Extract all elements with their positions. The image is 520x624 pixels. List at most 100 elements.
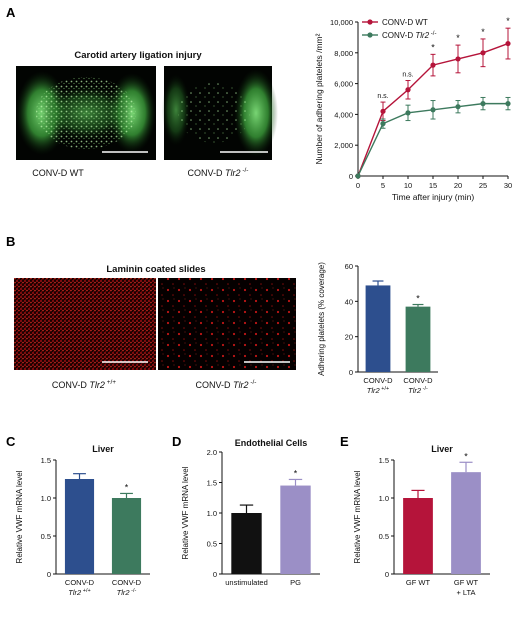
y-axis-label: Relative VWF mRNA level (353, 470, 362, 563)
bar-chart-b: 0 20 40 60 Adhering platelets (% coverage) CO… (317, 262, 438, 395)
x-tick-label: 15 (429, 181, 437, 190)
significance-label: * (431, 42, 435, 52)
y-tick-label: 0 (47, 570, 51, 579)
data-point (480, 50, 486, 56)
significance-label: * (481, 27, 485, 37)
bar-chart-d: 0 0.5 1.0 1.5 2.0 Relative VWF mRNA level Endo… (181, 438, 320, 587)
data-point (505, 40, 511, 47)
category-gene: Tlr2 (367, 386, 381, 395)
category-genotype: -/- (130, 588, 137, 594)
panel-label-b: B (6, 234, 15, 249)
legend-label-wt: CONV-D WT (382, 18, 428, 27)
micrograph-b-tlr2-ko (158, 278, 296, 370)
category-genotype: -/- (421, 386, 428, 392)
category-label-gene: Tlr2 -/- (408, 386, 428, 395)
bar (405, 306, 431, 372)
significance-label: * (506, 16, 510, 26)
category-label: GF WT (454, 578, 479, 587)
x-tick-label: 0 (356, 181, 360, 190)
data-point (355, 173, 361, 179)
y-tick-label: 1.5 (41, 456, 51, 465)
y-tick-label: 0.5 (41, 532, 51, 541)
image-title-b: Laminin coated slides (106, 264, 205, 275)
legend-label-tlr2: CONV-D Tlr2 -/- (382, 31, 436, 40)
significance-label: * (464, 451, 468, 461)
category-genotype: +/+ (380, 386, 389, 392)
bar-chart-e: 0 0.5 1.0 1.5 Relative VWF mRNA level Liver GF… (353, 444, 490, 597)
category-label: CONV-D (65, 578, 95, 587)
y-tick-label: 1.0 (41, 494, 51, 503)
y-tick-label: 4,000 (334, 110, 353, 119)
y-tick-label: 1.5 (207, 479, 217, 488)
y-tick-label: 2,000 (334, 141, 353, 150)
category-label: unstimulated (225, 578, 268, 587)
caption-b-wt: CONV-D Tlr2 +/+ (52, 379, 116, 390)
y-axis-label: Number of adhering platelets /mm² (314, 33, 324, 164)
data-point (505, 101, 511, 107)
bar (451, 472, 481, 574)
category-label-gene: Tlr2 +/+ (367, 386, 389, 395)
data-point (430, 62, 436, 68)
significance-label: n.s. (377, 93, 388, 100)
category-label-gene: Tlr2 +/+ (68, 588, 90, 597)
y-tick-label: 2.0 (207, 448, 217, 457)
data-point (455, 104, 461, 110)
legend-label-base: CONV-D (382, 31, 415, 40)
x-tick-label: 10 (404, 181, 412, 190)
bar (365, 285, 391, 372)
micrograph-a-wt (16, 66, 156, 160)
significance-label: * (456, 33, 460, 43)
y-tick-label: 6,000 (334, 80, 353, 89)
category-label: + LTA (456, 588, 475, 597)
legend-marker (367, 19, 373, 25)
data-point (380, 121, 386, 127)
legend-marker (367, 32, 373, 38)
significance-label: * (125, 482, 129, 492)
category-genotype: +/+ (81, 588, 90, 594)
y-tick-label: 0 (385, 570, 389, 579)
y-axis-label: Adhering platelets (% coverage) (317, 262, 326, 376)
caption-b-ko: CONV-D Tlr2 -/- (196, 379, 257, 390)
category-gene: Tlr2 (408, 386, 422, 395)
y-tick-label: 10,000 (330, 18, 353, 27)
significance-label: * (294, 468, 298, 478)
significance-label: n.s. (402, 72, 413, 79)
y-tick-label: 40 (345, 297, 353, 306)
panel-label-a: A (6, 5, 16, 20)
y-tick-label: 0 (349, 368, 353, 377)
micrograph-b-tlr2-wt (14, 278, 156, 370)
category-label-gene: Tlr2 -/- (117, 588, 137, 597)
y-tick-label: 1.0 (379, 494, 389, 503)
image-title-a: Carotid artery ligation injury (74, 50, 202, 61)
y-tick-label: 0 (349, 172, 353, 181)
panel-label-d: D (172, 434, 181, 449)
y-tick-label: 1.5 (379, 456, 389, 465)
legend-label-gene: Tlr2 (415, 31, 429, 40)
y-axis-label: Relative VWF mRNA level (15, 470, 24, 563)
y-tick-label: 0.5 (207, 540, 217, 549)
bar (64, 479, 95, 574)
data-point (405, 87, 411, 93)
category-label: CONV-D (112, 578, 142, 587)
bar (231, 513, 262, 574)
y-tick-label: 8,000 (334, 49, 353, 58)
significance-label: * (416, 294, 420, 304)
micrograph-a-tlr2 (162, 66, 278, 160)
x-tick-label: 5 (381, 181, 385, 190)
chart-title: Liver (431, 444, 453, 454)
x-tick-label: 20 (454, 181, 462, 190)
data-point (380, 108, 386, 114)
chart-title: Liver (92, 444, 114, 454)
category-label: PG (290, 578, 301, 587)
data-point (430, 107, 436, 113)
y-tick-label: 20 (345, 333, 353, 342)
chart-title: Endothelial Cells (235, 438, 308, 448)
y-tick-label: 60 (345, 262, 353, 271)
y-axis-label: Relative VWF mRNA level (181, 466, 190, 559)
x-tick-label: 25 (479, 181, 487, 190)
y-tick-label: 0.5 (379, 532, 389, 541)
bar-chart-c: 0 0.5 1.0 1.5 Relative VWF mRNA level Liver CO… (15, 444, 150, 597)
category-gene: Tlr2 (117, 588, 131, 597)
caption-a-tlr2: CONV-D Tlr2 -/- (188, 167, 249, 178)
